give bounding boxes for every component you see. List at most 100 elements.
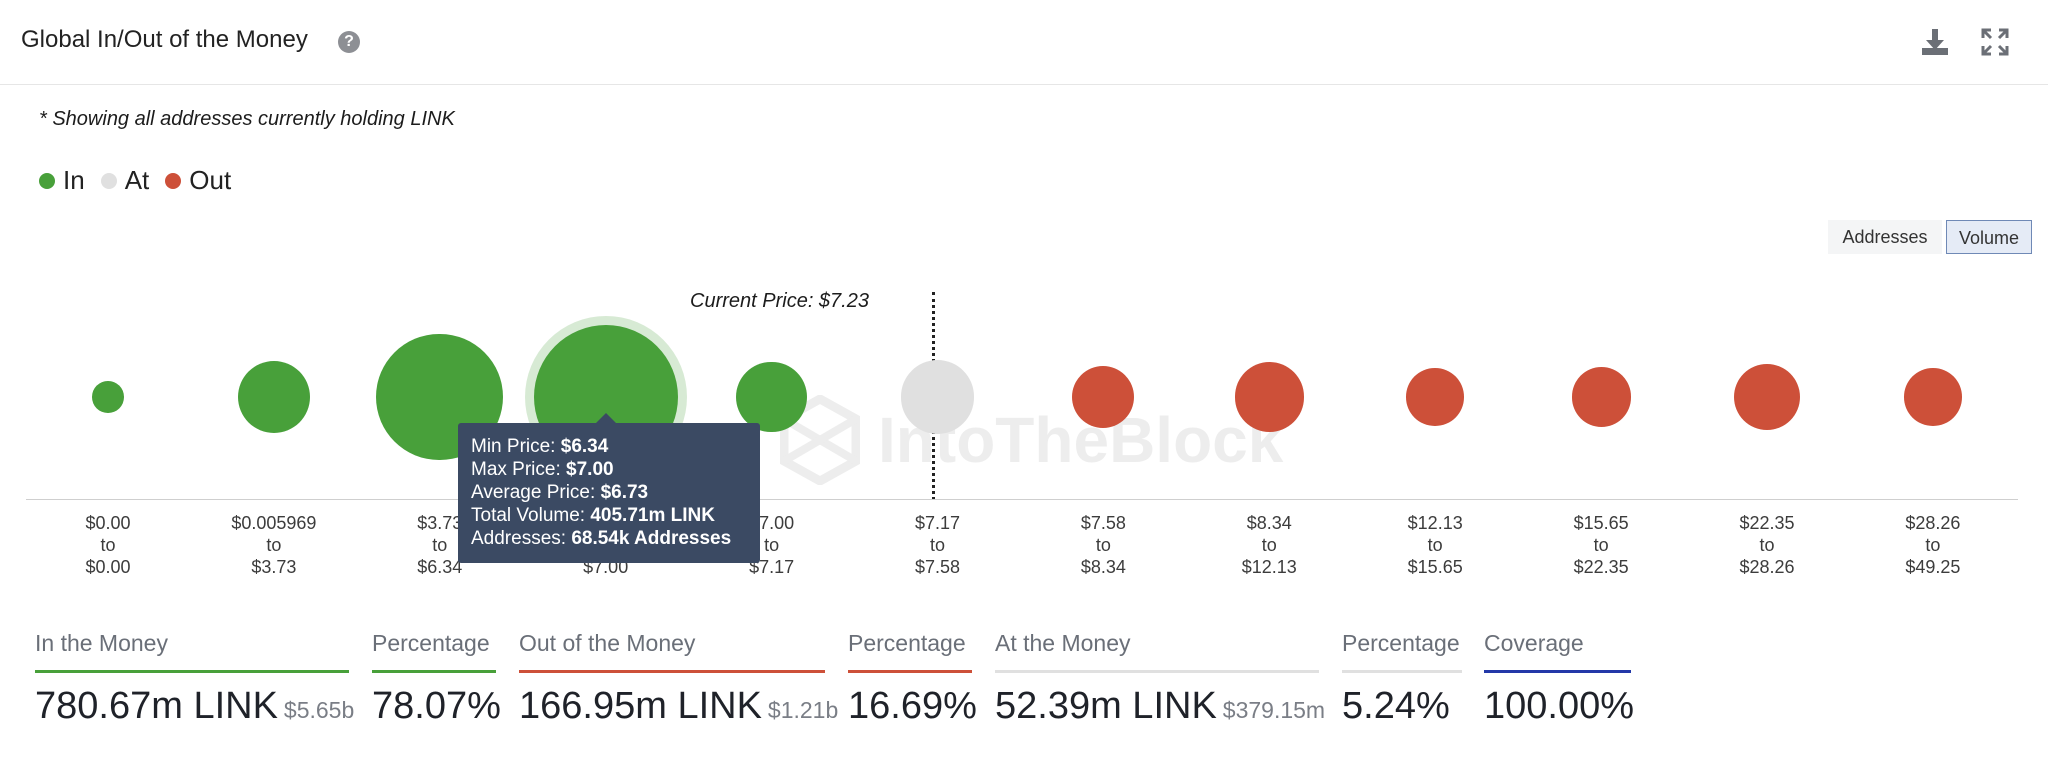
legend-label-at: At — [124, 165, 150, 195]
legend-item-out[interactable]: Out — [165, 165, 231, 196]
bin-range-label: $8.34 to $12.13 — [1199, 512, 1339, 578]
bin-range-from: $28.26 — [1905, 513, 1961, 533]
bubble-in-4[interactable] — [736, 361, 807, 433]
legend-item-in[interactable]: In — [39, 165, 85, 196]
expand-icon[interactable] — [1979, 26, 2011, 58]
bin-range-to-word: to — [1261, 535, 1277, 555]
summary-rule — [848, 670, 972, 673]
bin-range-label: $28.26 to $49.25 — [1863, 512, 2003, 578]
bin-range-to: $15.65 — [1407, 557, 1463, 577]
summary-label: Percentage — [1342, 630, 1460, 656]
legend: In At Out — [39, 165, 247, 196]
bin-range-to-word: to — [432, 535, 448, 555]
bin-range-to: $12.13 — [1241, 557, 1297, 577]
bubble-out-8[interactable] — [1406, 368, 1464, 426]
bin-range-label: $12.13 to $15.65 — [1365, 512, 1505, 578]
bubble-out-6[interactable] — [1072, 366, 1135, 428]
legend-dot-in — [39, 172, 55, 189]
question-circle-icon[interactable]: ? — [338, 31, 360, 53]
tooltip-addresses: Addresses: 68.54k Addresses — [471, 528, 732, 549]
bin-range-label: $15.65 to $22.35 — [1531, 512, 1671, 578]
bin-range-label: $0.00 to $0.00 — [38, 512, 178, 578]
bin-range-from: $7.00 — [749, 513, 795, 533]
current-price-label: Current Price: $7.23 — [690, 290, 869, 312]
summary-rule — [35, 670, 349, 673]
bin-range-from: $0.005969 — [231, 513, 317, 533]
bin-range-from: $8.34 — [1246, 513, 1292, 533]
summary-label: At the Money — [995, 630, 1131, 656]
summary-rule — [1484, 670, 1631, 673]
bin-range-label: $7.17 to $7.58 — [868, 512, 1008, 578]
bubble-in-0[interactable] — [92, 381, 124, 413]
legend-item-at[interactable]: At — [100, 165, 150, 196]
summary-in-percentage: Percentage 78.07% — [372, 630, 501, 728]
summary-value: 166.95m LINK $1.21b — [519, 685, 839, 727]
tooltip-avg-price: Average Price: $6.73 — [471, 482, 649, 503]
tooltip-total-volume: Total Volume: 405.71m LINK — [471, 505, 715, 526]
tooltip-max-price: Max Price: $7.00 — [471, 459, 614, 480]
summary-label: Out of the Money — [519, 630, 696, 656]
volume-toggle-button[interactable]: Volume — [1946, 220, 2032, 254]
legend-dot-out — [165, 172, 182, 189]
bin-range-to-word: to — [764, 535, 780, 555]
summary-value: 5.24% — [1342, 685, 1450, 727]
summary-rule — [1342, 670, 1462, 673]
bin-range-from: $7.58 — [1080, 513, 1126, 533]
summary-sub-value: $379.15m — [1222, 697, 1326, 723]
bin-range-label: $22.35 to $28.26 — [1697, 512, 1837, 578]
bin-range-label: $3.73 to $6.34 — [370, 512, 510, 578]
bin-range-from: $12.13 — [1407, 513, 1463, 533]
panel-title: Global In/Out of the Money — [21, 26, 308, 53]
summary-rule — [372, 670, 496, 673]
bubble-out-9[interactable] — [1571, 367, 1631, 427]
chart-baseline — [26, 499, 2018, 500]
bin-range-to-word: to — [1925, 535, 1941, 555]
download-icon[interactable] — [1919, 26, 1951, 58]
bin-range-to: $3.73 — [251, 557, 297, 577]
addresses-toggle-button[interactable]: Addresses — [1828, 220, 1942, 254]
summary-out-percentage: Percentage 16.69% — [848, 630, 977, 728]
bin-range-to: $7.58 — [914, 557, 961, 577]
bin-range-to-word: to — [1095, 535, 1111, 555]
bubble-out-7[interactable] — [1234, 362, 1304, 432]
tooltip-arrow — [596, 413, 616, 423]
bin-range-to: $8.34 — [1080, 557, 1126, 577]
bin-range-from: $3.73 — [417, 513, 463, 533]
summary-rule — [995, 670, 1319, 673]
bubble-out-11[interactable] — [1904, 368, 1962, 426]
summary-rule — [519, 670, 825, 673]
watermark-logo: IntoTheBlock — [780, 395, 1283, 485]
bin-range-to: $49.25 — [1905, 557, 1961, 577]
legend-label-out: Out — [189, 165, 232, 195]
bin-range-to-word: to — [929, 535, 945, 555]
summary-value: 52.39m LINK $379.15m — [995, 685, 1326, 727]
bubble-out-10[interactable] — [1733, 363, 1801, 431]
summary-out-of-the-money: Out of the Money 166.95m LINK $1.21b — [519, 630, 839, 728]
summary-at-the-money: At the Money 52.39m LINK $379.15m — [995, 630, 1326, 728]
legend-label-in: In — [63, 165, 85, 195]
bin-tooltip: Min Price: $6.34 Max Price: $7.00 Averag… — [458, 423, 760, 563]
panel-header: Global In/Out of the Money ? — [0, 0, 2048, 85]
bin-range-to-word: to — [1759, 535, 1775, 555]
bin-range-to: $7.17 — [749, 557, 795, 577]
bin-range-from: $15.65 — [1573, 513, 1629, 533]
holding-note: * Showing all addresses currently holdin… — [39, 108, 455, 130]
summary-coverage: Coverage 100.00% — [1484, 630, 1635, 728]
legend-dot-at — [100, 172, 117, 189]
bin-range-to: $6.34 — [417, 557, 463, 577]
summary-in-the-money: In the Money 780.67m LINK $5.65b — [35, 630, 354, 728]
tooltip-min-price: Min Price: $6.34 — [471, 436, 609, 457]
bin-range-from: $22.35 — [1739, 513, 1795, 533]
bin-range-from: $0.00 — [85, 513, 131, 533]
bubble-in-1[interactable] — [237, 361, 310, 433]
bin-range-to-word: to — [1427, 535, 1443, 555]
summary-value: 100.00% — [1484, 685, 1635, 727]
summary-label: Percentage — [372, 630, 490, 656]
summary-value: 16.69% — [848, 685, 977, 727]
bin-range-to-word: to — [1593, 535, 1609, 555]
bin-range-label: $7.58 to $8.34 — [1033, 512, 1173, 578]
summary-value: 78.07% — [372, 685, 501, 727]
bubble-at-5[interactable] — [900, 360, 975, 434]
summary-sub-value: $5.65b — [283, 697, 355, 723]
bin-range-to: $22.35 — [1573, 557, 1629, 577]
